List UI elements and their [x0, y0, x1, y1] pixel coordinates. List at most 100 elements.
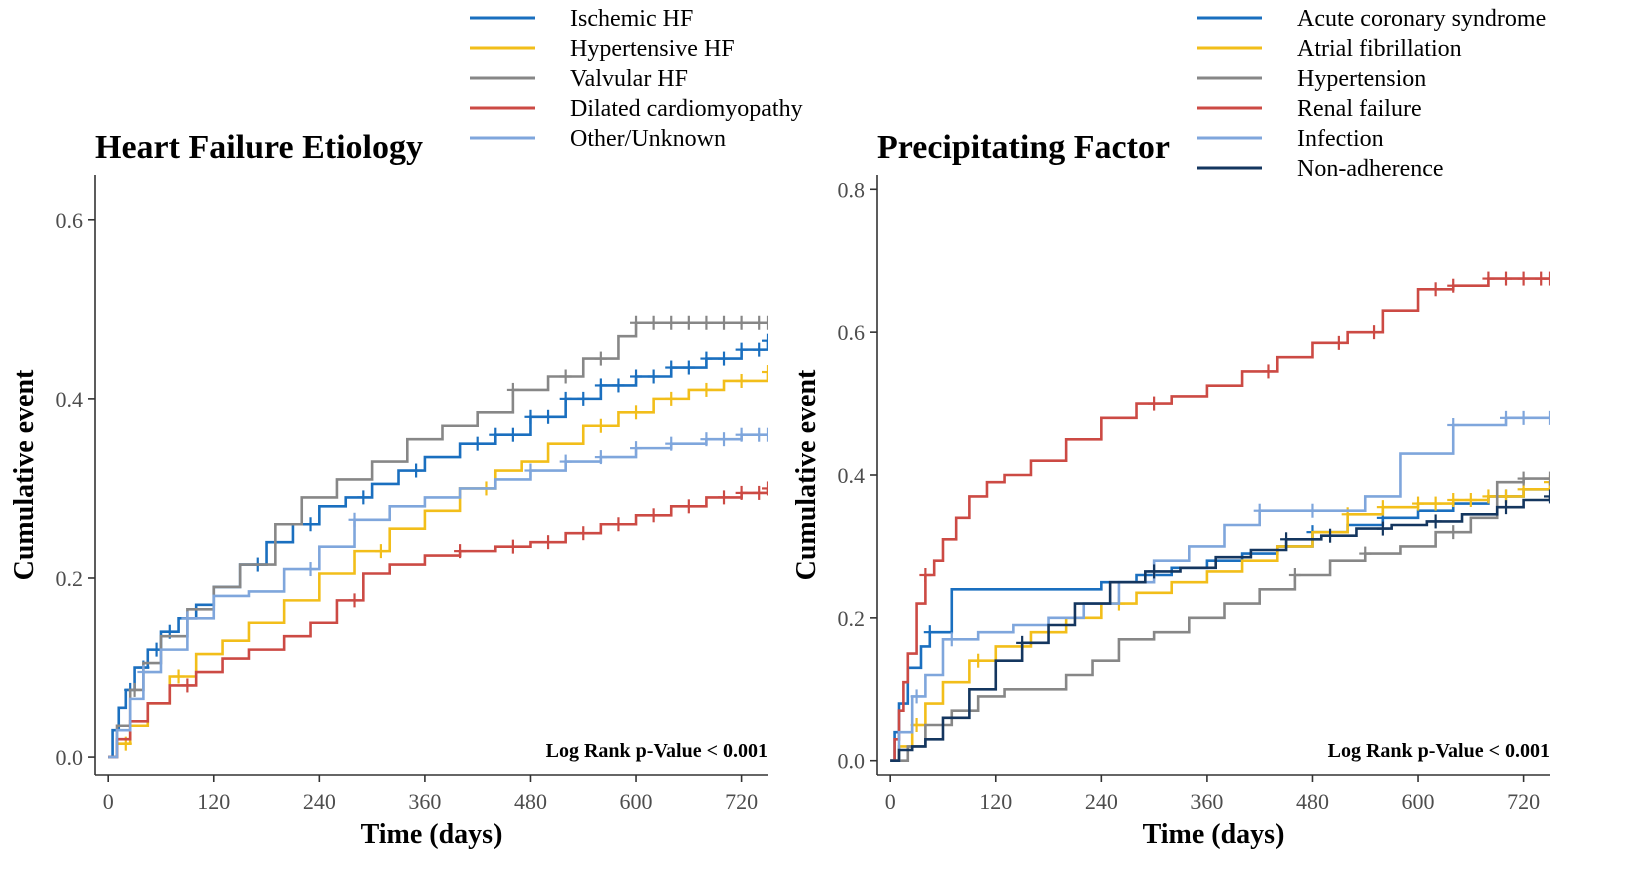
censor-mark: [559, 369, 572, 384]
censor-mark: [1464, 493, 1477, 507]
series-hypertension: [890, 471, 1550, 763]
series-renal-failure: [890, 271, 1550, 763]
censor-mark: [594, 351, 607, 366]
x-tick-label: 0: [103, 789, 114, 814]
censor-mark: [700, 382, 713, 397]
chart-title: Heart Failure Etiology: [95, 129, 423, 166]
censor-mark: [524, 409, 537, 424]
censor-mark: [665, 360, 678, 375]
censor-mark: [700, 315, 713, 330]
censor-mark: [1447, 278, 1460, 293]
legend-label-dilated-cardiomyopathy: Dilated cardiomyopathy: [570, 96, 803, 122]
series-acute-coronary-syndrome: [890, 487, 1550, 763]
censor-mark: [594, 378, 607, 393]
censor-mark: [1544, 471, 1550, 486]
series-line-non-adherence: [890, 496, 1550, 763]
y-tick-label: 0.6: [838, 320, 866, 345]
x-tick-label: 480: [1296, 789, 1329, 814]
censor-mark: [919, 568, 932, 582]
censor-mark: [665, 391, 678, 406]
censor-mark: [1447, 493, 1460, 507]
censor-mark: [1482, 271, 1495, 286]
censor-mark: [630, 369, 643, 384]
censor-mark: [524, 463, 537, 478]
censor-mark: [1429, 514, 1442, 529]
censor-mark: [1368, 325, 1381, 340]
censor-mark: [128, 682, 141, 697]
censor-mark: [1280, 532, 1293, 547]
censor-mark: [718, 315, 731, 330]
x-axis-title: Time (days): [1143, 819, 1285, 850]
series-non-adherence: [890, 489, 1550, 763]
censor-mark: [945, 632, 958, 647]
y-tick-label: 0.4: [838, 463, 866, 488]
censor-mark: [181, 678, 194, 693]
censor-mark: [718, 432, 731, 447]
log-rank-annotation: Log Rank p-Value < 0.001: [546, 740, 768, 762]
censor-mark: [1544, 489, 1550, 504]
censor-mark: [1482, 489, 1495, 504]
x-tick-label: 480: [514, 789, 547, 814]
censor-mark: [1341, 507, 1354, 522]
x-axis-title: Time (days): [361, 819, 503, 850]
legend-label-valvular-hf: Valvular HF: [570, 66, 688, 92]
legend: Ischemic HF Hypertensive HF Valvular HF Dil…: [470, 6, 803, 152]
censor-mark: [735, 342, 748, 357]
censor-mark: [1500, 271, 1513, 286]
censor-mark: [910, 689, 923, 704]
censor-mark: [1429, 496, 1442, 511]
censor-mark: [735, 315, 748, 330]
series-line-acute-coronary-syndrome: [890, 487, 1550, 763]
censor-mark: [1517, 471, 1530, 486]
censor-mark: [1447, 525, 1460, 540]
censor-mark: [594, 418, 607, 433]
legend-label-renal-failure: Renal failure: [1297, 96, 1422, 122]
series-dilated-cardiomyopathy: [108, 481, 768, 759]
legend-label-infection: Infection: [1297, 126, 1384, 152]
censor-mark: [682, 315, 695, 330]
censor-mark: [753, 342, 766, 357]
y-tick-label: 0.0: [56, 745, 84, 770]
censor-mark: [630, 441, 643, 456]
censor-mark: [471, 436, 484, 451]
censor-mark: [357, 490, 370, 505]
legend-label-hypertensive-hf: Hypertensive HF: [570, 36, 735, 62]
censor-mark: [762, 427, 768, 442]
x-tick-label: 600: [620, 789, 653, 814]
censor-mark: [665, 315, 678, 330]
censor-mark: [682, 499, 695, 514]
x-tick-label: 120: [197, 789, 230, 814]
x-tick-label: 720: [725, 789, 758, 814]
y-tick-label: 0.4: [56, 387, 84, 412]
censor-mark: [594, 450, 607, 465]
censor-mark: [542, 535, 555, 550]
censor-mark: [1544, 410, 1550, 425]
censor-mark: [762, 365, 768, 380]
censor-mark: [735, 373, 748, 388]
censor-mark: [1148, 396, 1161, 411]
censor-mark: [1306, 503, 1319, 518]
censor-mark: [506, 539, 519, 554]
censor-mark: [1429, 282, 1442, 297]
censor-mark: [559, 454, 572, 469]
y-tick-label: 0.0: [838, 749, 866, 774]
series-line-other-unknown: [108, 433, 768, 759]
censor-mark: [665, 436, 678, 451]
series-line-valvular-hf: [108, 321, 768, 759]
log-rank-annotation: Log Rank p-Value < 0.001: [1328, 740, 1550, 762]
chart-title: Precipitating Factor: [877, 129, 1170, 166]
censor-mark: [718, 490, 731, 505]
chart-panel-precipitating-factor: Precipitating Factor Acute coronary syndr…: [791, 6, 1550, 850]
series-other-unknown: [108, 427, 768, 759]
censor-mark: [735, 485, 748, 500]
censor-mark: [348, 593, 361, 608]
censor-mark: [1016, 635, 1029, 650]
censor-mark: [559, 391, 572, 406]
censor-mark: [304, 562, 317, 577]
censor-mark: [181, 611, 194, 626]
censor-mark: [1517, 271, 1530, 286]
censor-mark: [410, 463, 423, 478]
censor-mark: [1359, 546, 1372, 561]
censor-mark: [1517, 410, 1530, 425]
